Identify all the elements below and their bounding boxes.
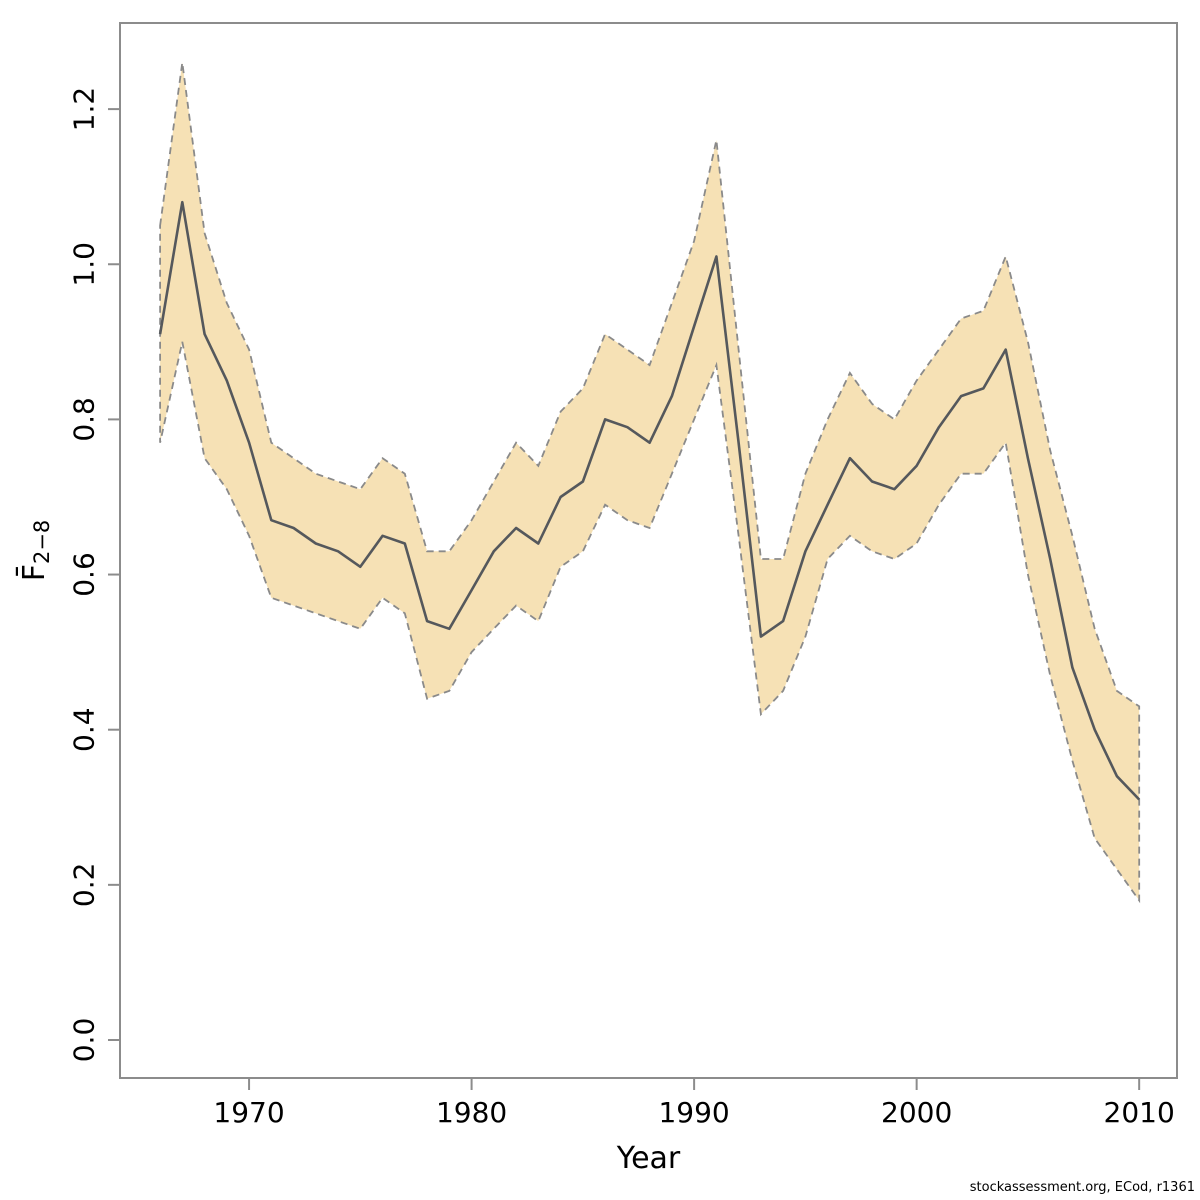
y-axis-title: F̄2−8 [15,520,54,582]
y-axis-title-subscript: 2−8 [30,520,54,564]
x-tick-label: 1990 [658,1096,729,1129]
x-axis-title: Year [616,1141,681,1176]
y-tick-label: 1.0 [67,242,100,287]
x-tick-label: 1980 [436,1096,507,1129]
confidence-band-border [159,62,1141,904]
estimate-line [158,200,1141,801]
y-tick-label: 0.6 [68,552,101,597]
x-tick-label: 2010 [1104,1096,1175,1129]
confidence-band [160,62,1140,901]
y-tick-label: 0.4 [67,707,100,752]
plot-box [119,22,1178,1079]
x-tick-label: 1970 [213,1096,284,1129]
watermark: stockassessment.org, ECod, r1361 [969,1180,1195,1195]
y-tick-label: 0.2 [68,863,101,908]
x-tick-label: 2000 [881,1096,952,1129]
y-tick-label: 1.2 [68,87,101,132]
y-tick-label: 0.8 [68,397,101,442]
y-tick-label: 0.0 [67,1018,100,1063]
y-axis-title-base: F̄ [15,564,51,581]
